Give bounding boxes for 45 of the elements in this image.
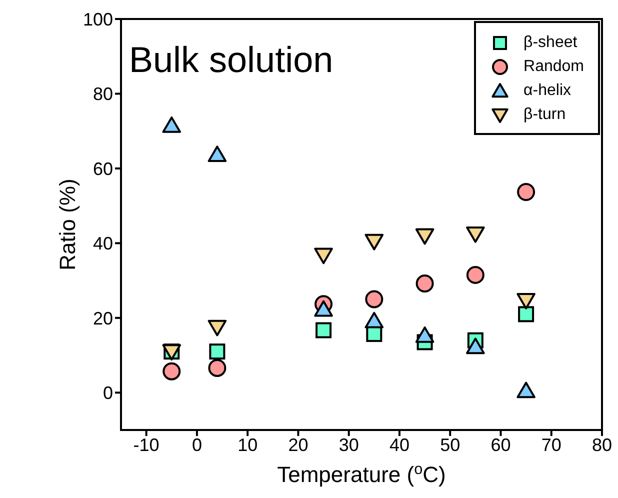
y-tick-label: 20 (92, 308, 113, 328)
x-tick-label: 70 (541, 434, 562, 455)
point (208, 358, 226, 377)
y-axis-title: Ratio (%) (55, 178, 80, 270)
x-axis-title: Temperature ($^{o}$C) (277, 460, 446, 487)
point (415, 228, 434, 245)
point (162, 362, 181, 380)
point (518, 306, 534, 322)
x-tick-label: -10 (133, 434, 160, 455)
point (516, 292, 536, 310)
point (466, 266, 484, 284)
legend-label: β-sheet (524, 34, 578, 51)
legend-label: Random (524, 58, 584, 75)
point (517, 182, 536, 201)
x-tick-label: 60 (490, 434, 511, 455)
point (316, 322, 332, 338)
point (314, 248, 333, 264)
y-tick-label: 100 (82, 9, 113, 30)
point (162, 116, 182, 133)
point (314, 300, 333, 317)
point (516, 382, 536, 398)
point (209, 344, 226, 360)
y-tick-label: 80 (92, 84, 113, 104)
point (364, 234, 384, 250)
point (416, 274, 434, 293)
y-tick-label: 40 (92, 234, 113, 254)
annotation: Bulk solution (129, 39, 334, 80)
x-tick-label: 10 (238, 434, 258, 455)
point (208, 320, 227, 336)
point (364, 312, 384, 328)
point (466, 226, 485, 243)
x-tick-label: 30 (338, 434, 359, 455)
x-tick-label: 50 (440, 434, 460, 455)
x-tick-label: 20 (288, 434, 308, 455)
point (466, 338, 485, 354)
point (365, 290, 384, 308)
y-tick-label: 0 (102, 383, 113, 404)
legend-label: β-turn (524, 106, 566, 123)
y-tick-label: 60 (92, 158, 113, 179)
point (208, 146, 227, 162)
x-tick-label: 40 (389, 434, 410, 455)
legend-label: α-helix (524, 82, 571, 99)
point (415, 326, 434, 343)
x-tick-label: 0 (192, 434, 202, 455)
x-tick-label: 80 (592, 434, 612, 455)
